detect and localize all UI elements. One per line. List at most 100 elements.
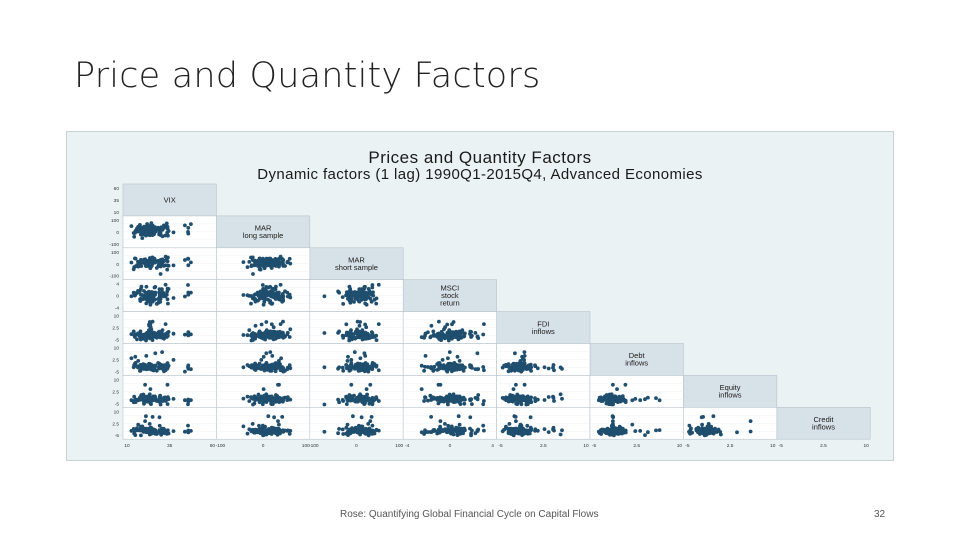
data-point — [443, 422, 447, 426]
data-point — [245, 293, 250, 298]
data-point — [156, 398, 160, 403]
data-point — [341, 432, 346, 436]
data-point — [344, 425, 349, 430]
data-point — [183, 398, 187, 403]
data-point — [352, 365, 356, 370]
data-point — [449, 332, 453, 336]
data-point — [251, 331, 255, 335]
y-tick-label: 0 — [116, 262, 119, 268]
data-point — [153, 292, 157, 297]
data-point — [166, 229, 171, 233]
data-point — [355, 396, 360, 401]
data-point — [352, 350, 357, 354]
data-point — [272, 415, 276, 420]
y-tick-label: -4 — [115, 306, 120, 312]
data-point — [281, 297, 285, 301]
x-tick-label: 4 — [491, 443, 494, 449]
data-point — [522, 397, 527, 401]
data-point — [158, 292, 163, 297]
data-point — [521, 394, 525, 399]
data-point — [517, 430, 522, 435]
data-point — [457, 427, 462, 431]
data-point — [153, 332, 157, 337]
data-point — [508, 366, 513, 371]
data-point — [366, 422, 371, 426]
data-point — [455, 433, 460, 437]
data-point — [469, 397, 473, 401]
data-point — [257, 400, 262, 405]
data-point — [278, 254, 283, 259]
data-point — [364, 398, 368, 403]
data-point — [423, 364, 427, 369]
data-point — [623, 382, 628, 387]
data-point — [250, 422, 255, 426]
data-point — [713, 426, 717, 431]
data-point — [150, 415, 155, 419]
data-point — [136, 398, 141, 403]
data-point — [524, 365, 529, 370]
y-tick-label: -100 — [109, 242, 119, 248]
data-point — [156, 297, 160, 301]
variable-label: MSCI — [441, 284, 460, 293]
data-point — [358, 293, 363, 298]
data-point — [657, 398, 662, 403]
variable-label: return — [440, 299, 460, 308]
data-point — [143, 225, 147, 229]
data-point — [288, 366, 293, 371]
variable-label: inflows — [532, 327, 555, 336]
data-point — [287, 335, 292, 339]
data-point — [376, 282, 381, 287]
data-point — [132, 431, 137, 436]
data-point — [270, 399, 274, 404]
data-point — [270, 354, 275, 358]
data-point — [131, 427, 136, 431]
data-point — [131, 290, 136, 295]
data-point — [288, 295, 293, 300]
data-point — [358, 426, 363, 431]
data-point — [457, 422, 462, 427]
data-point — [276, 365, 280, 369]
data-point — [347, 338, 352, 343]
data-point — [275, 332, 280, 336]
data-point — [157, 423, 162, 428]
data-point — [288, 261, 293, 266]
data-point — [522, 350, 527, 354]
data-point — [161, 363, 166, 368]
data-point — [353, 425, 358, 430]
data-point — [163, 263, 168, 268]
data-point — [643, 433, 647, 437]
y-tick-label: 60 — [114, 186, 120, 192]
data-point — [552, 399, 556, 403]
data-point — [428, 393, 433, 398]
data-point — [268, 431, 273, 436]
data-point — [368, 290, 372, 295]
data-point — [132, 394, 137, 399]
data-point — [144, 301, 149, 306]
data-point — [251, 294, 255, 299]
data-point — [245, 333, 250, 338]
data-point — [445, 369, 450, 374]
data-point — [186, 263, 191, 268]
data-point — [462, 334, 467, 339]
data-point — [535, 397, 540, 402]
data-point — [141, 398, 146, 403]
data-point — [131, 365, 136, 370]
data-point — [517, 361, 522, 365]
data-point — [277, 359, 281, 363]
data-point — [502, 396, 506, 401]
data-point — [345, 359, 350, 363]
x-tick-label: 2.5 — [727, 443, 734, 449]
data-point — [149, 262, 153, 266]
x-tick-label: 60 — [210, 443, 216, 449]
x-tick-label: 2.5 — [633, 443, 640, 449]
data-point — [457, 365, 462, 370]
data-point — [535, 428, 540, 433]
data-point — [171, 296, 176, 300]
data-point — [560, 396, 564, 401]
data-point — [281, 261, 285, 266]
data-point — [166, 287, 171, 291]
data-point — [422, 399, 426, 403]
data-point — [521, 426, 525, 431]
data-point — [341, 302, 346, 306]
data-point — [524, 402, 529, 407]
